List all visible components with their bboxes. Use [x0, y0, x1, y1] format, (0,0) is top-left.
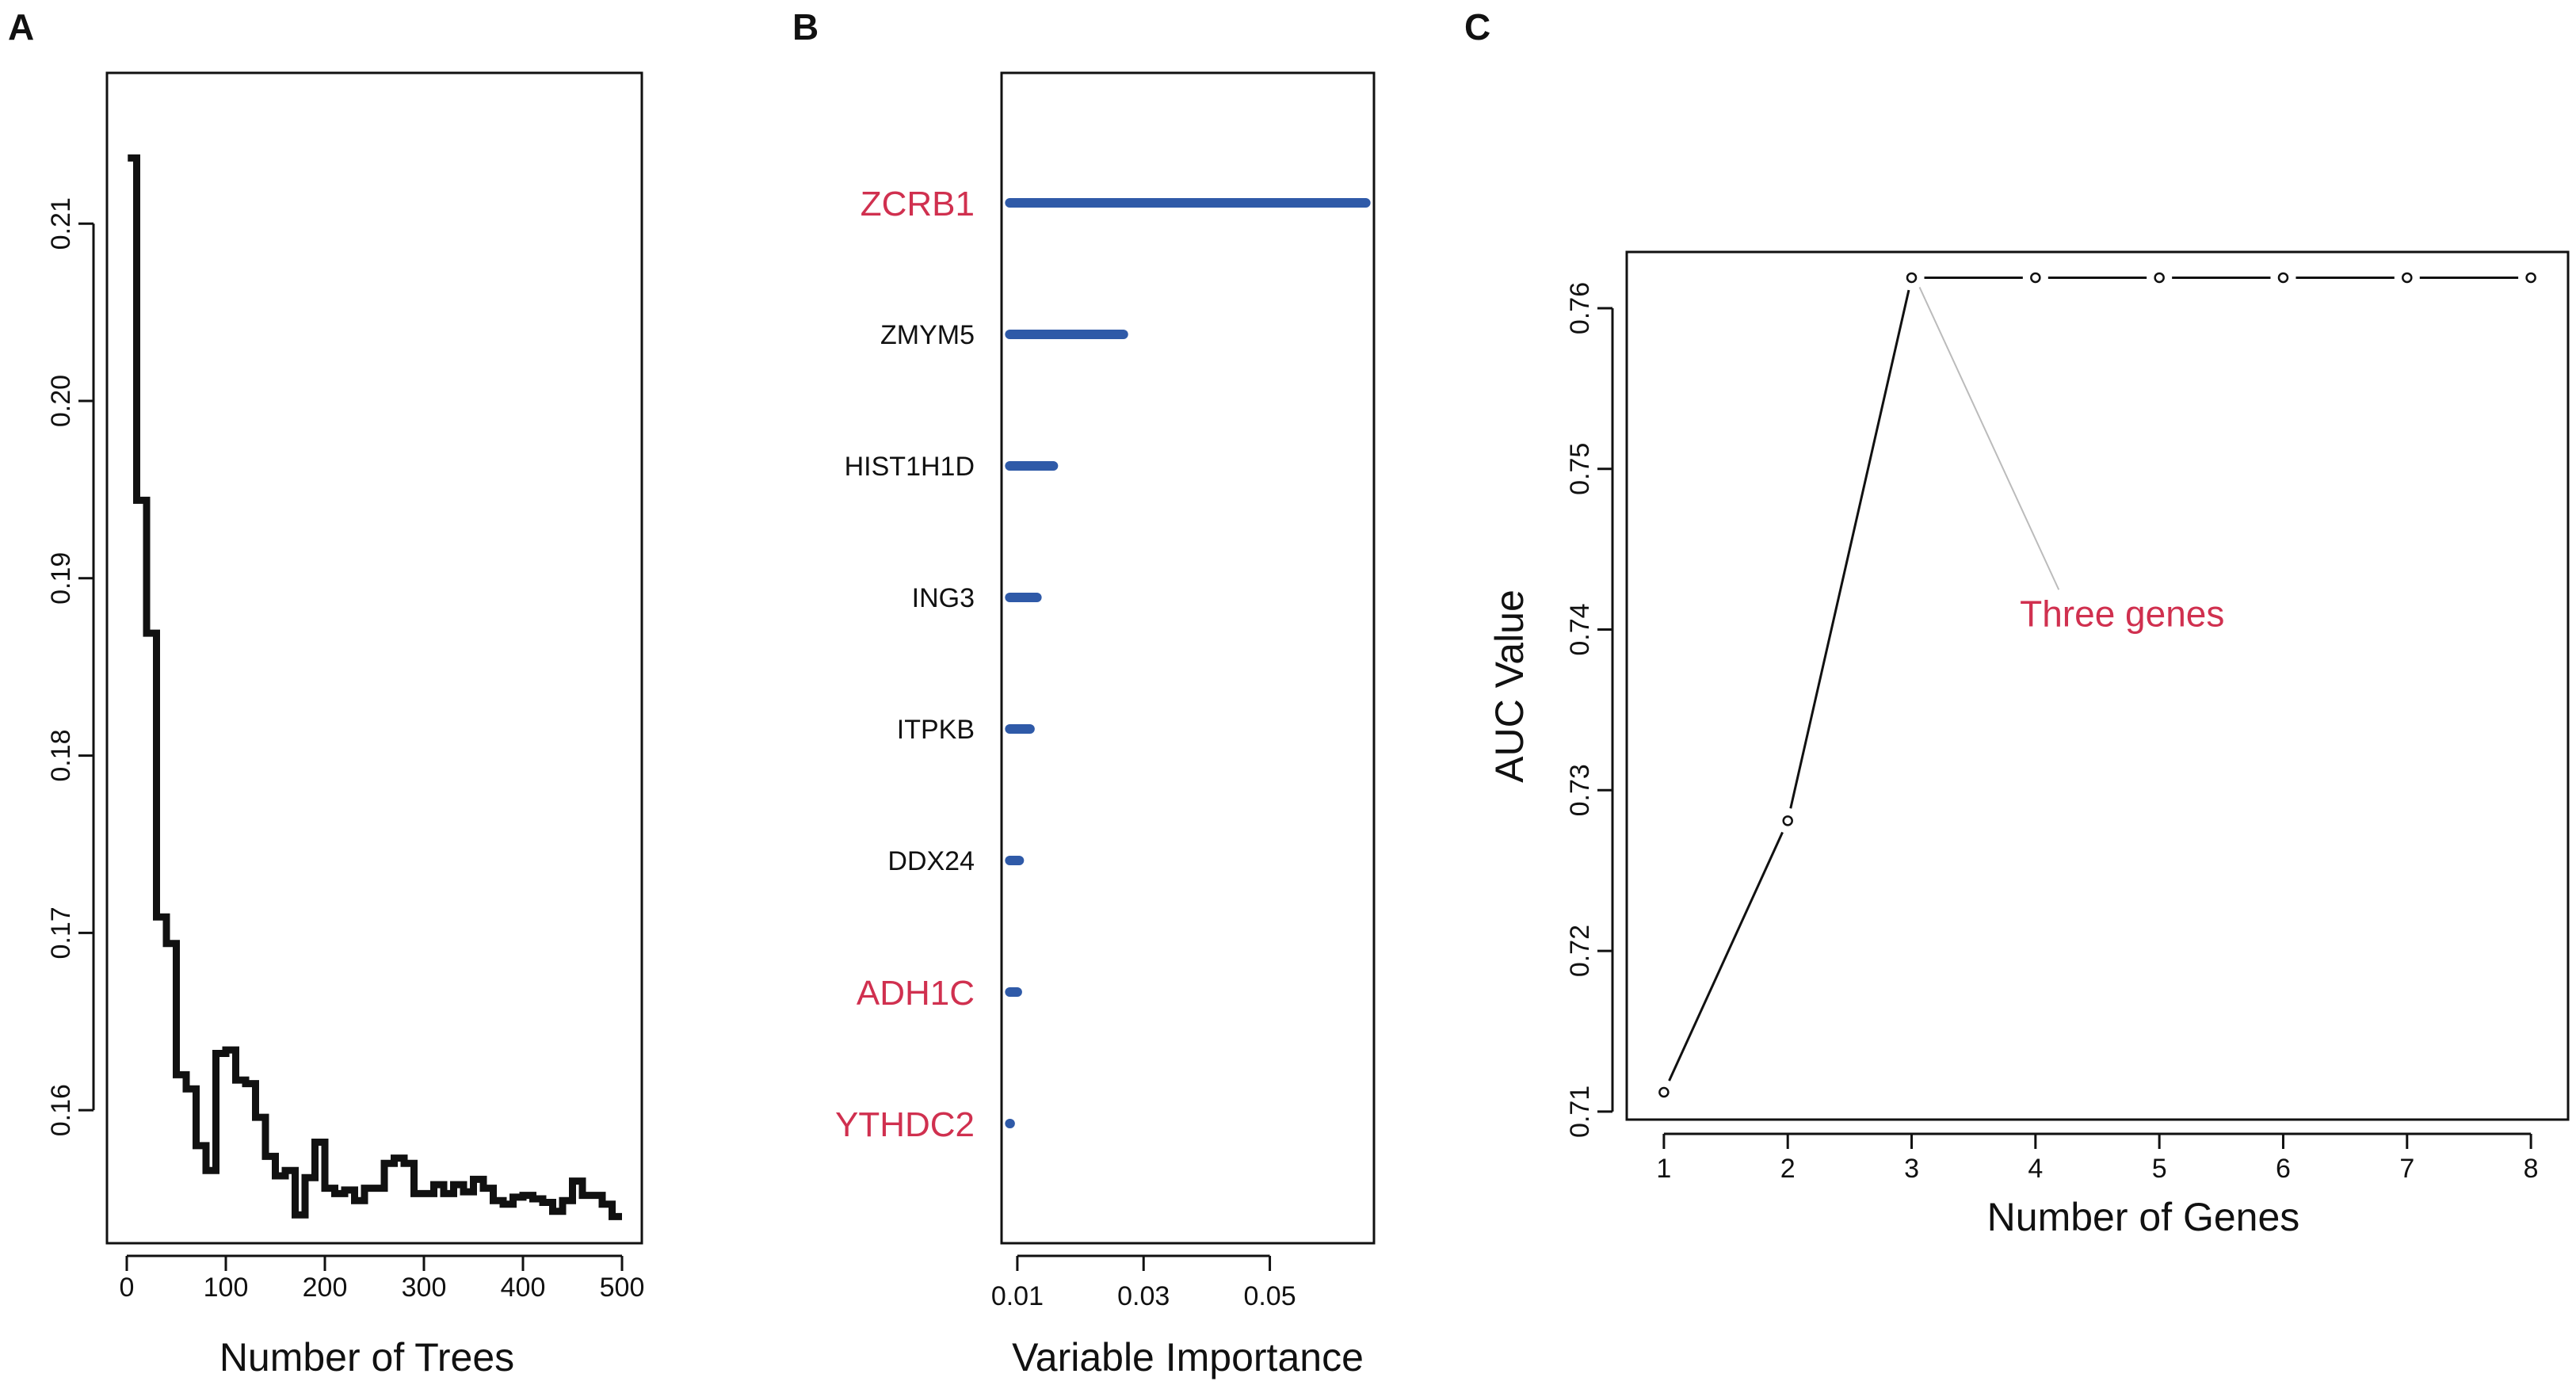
panel-a-y-tick-label: 0.19 [46, 552, 76, 605]
panel-a-x-tick-label: 500 [600, 1273, 645, 1303]
panel-c-y-tick-label: 0.74 [1565, 603, 1595, 655]
panel-c-y-tick-label: 0.71 [1565, 1086, 1595, 1138]
panel-b-x-tick-label: 0.01 [991, 1281, 1044, 1311]
panel-c-y-tick-label: 0.75 [1565, 443, 1595, 495]
panel-a-x-tick-label: 400 [501, 1273, 546, 1303]
panel-a-x-tick-label: 0 [120, 1273, 135, 1303]
panel-b-x-axis: 0.01 0.03 0.05 [991, 1254, 1296, 1311]
panel-c-x-tick-label: 3 [1904, 1154, 1919, 1184]
panel-a-y-tick-label: 0.18 [46, 729, 76, 781]
panel-c-x-tick-label: 4 [2028, 1154, 2043, 1184]
panel-b-x-axis-title: Variable Importance [1012, 1335, 1364, 1379]
panel-b-gene-label-adh1c: ADH1C [857, 974, 975, 1013]
panel-c-annotation-three-genes: Three genes [2020, 593, 2224, 634]
panel-a-x-axis: 0 100 200 300 400 500 [120, 1254, 645, 1303]
panel-a-y-tick-label: 0.20 [46, 375, 76, 427]
panel-a-y-tick-label: 0.21 [46, 197, 76, 250]
panel-b-gene-label-ing3: ING3 [912, 583, 975, 613]
panel-b-letter: B [792, 6, 819, 48]
panel-c-x-tick-label: 6 [2276, 1154, 2291, 1184]
panel-b-gene-label-zmym5: ZMYM5 [880, 320, 975, 350]
panel-c-point [2525, 272, 2536, 284]
panel-c-x-tick-label: 2 [1780, 1154, 1796, 1184]
panel-b-x-tick-label: 0.03 [1117, 1281, 1170, 1311]
panel-b-gene-label-itpkb: ITPKB [897, 715, 975, 745]
panel-b-bars [1005, 198, 1371, 1128]
panel-c-auc-line [1668, 276, 2519, 1082]
panel-a-y-tick-label: 0.17 [46, 906, 76, 959]
panel-b: B 0.01 0.03 0.05 ZCRB1 ZMYM5 HIST1H1D ING3 ITP… [792, 6, 1376, 1379]
panel-c-point [1906, 272, 1918, 284]
panel-a-letter: A [8, 6, 34, 48]
panel-c-point [1658, 1086, 1670, 1098]
panel-c-y-tick-label: 0.76 [1565, 282, 1595, 334]
panel-c-point [2154, 272, 2165, 284]
panel-a-x-tick-label: 200 [303, 1273, 348, 1303]
panel-a-y-axis: 0.16 0.17 0.18 0.19 0.20 0.21 [46, 197, 95, 1136]
panel-b-x-tick-label: 0.05 [1243, 1281, 1296, 1311]
panel-b-gene-label-ddx24: DDX24 [887, 846, 975, 876]
panel-c-line-segment [1668, 831, 1784, 1082]
panel-c-x-tick-label: 1 [1656, 1154, 1671, 1184]
panel-a-y-tick-label: 0.16 [46, 1084, 76, 1136]
panel-c-point [2277, 272, 2289, 284]
panel-b-gene-label-zcrb1: ZCRB1 [861, 185, 975, 223]
panel-a-plot-frame [105, 71, 643, 1245]
panel-c-x-tick-label: 5 [2152, 1154, 2167, 1184]
panel-c-letter: C [1464, 6, 1490, 48]
panel-b-gene-label-hist1h1d: HIST1H1D [845, 452, 975, 482]
panel-a: A 0 100 200 300 400 500 0.160.170.180.190.200… [8, 6, 644, 1379]
panel-b-gene-labels: ZCRB1 ZMYM5 HIST1H1D ING3 ITPKB DDX24 ADH1C YTH… [835, 185, 975, 1144]
panel-c-y-axis: 0.71 0.72 0.73 0.74 0.75 0.76 [1565, 282, 1614, 1138]
panel-c-point [2030, 272, 2041, 284]
panel-a-x-tick-label: 300 [402, 1273, 447, 1303]
panel-c-y-axis-title: AUC Value [1487, 590, 1532, 783]
panel-c-point [1782, 815, 1793, 826]
panel-c-point [2402, 272, 2413, 284]
panel-c-x-tick-label: 7 [2399, 1154, 2414, 1184]
panel-c-x-axis-title: Number of Genes [1987, 1195, 2300, 1239]
panel-c-y-tick-label: 0.73 [1565, 764, 1595, 816]
panel-a-x-tick-label: 100 [204, 1273, 249, 1303]
panel-a-x-axis-title: Number of Trees [219, 1335, 514, 1379]
panel-c-y-tick-label: 0.72 [1565, 925, 1595, 977]
panel-c: C 1 2 3 4 5 6 7 8 0.71 0.72 0.73 0.74 0.75 0.76 Thre… [1464, 6, 2570, 1239]
panel-c-auc-points [1658, 272, 2536, 1098]
panel-c-x-tick-label: 8 [2524, 1154, 2539, 1184]
panel-b-plot-frame [1000, 71, 1376, 1245]
panel-c-line-segment [1789, 289, 1910, 809]
panel-c-plot-frame [1625, 250, 2570, 1121]
panel-a-error-line [128, 154, 622, 1220]
panel-c-x-axis: 1 2 3 4 5 6 7 8 [1656, 1132, 2539, 1184]
panel-c-annotation-leader [1918, 287, 2060, 590]
panel-b-gene-label-ythdc2: YTHDC2 [835, 1105, 975, 1144]
